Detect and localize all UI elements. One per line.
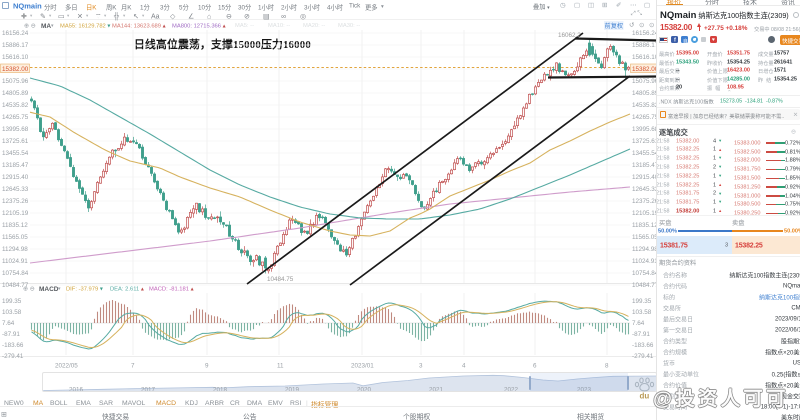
svg-text:11294.98: 11294.98 bbox=[2, 246, 28, 253]
svg-text:12375.26: 12375.26 bbox=[2, 198, 29, 205]
svg-text:16062.2: 16062.2 bbox=[558, 32, 581, 39]
svg-text:10484.77: 10484.77 bbox=[632, 282, 658, 289]
svg-text:14535.82: 14535.82 bbox=[2, 102, 29, 109]
svg-text:du: du bbox=[640, 392, 650, 401]
svg-text:14265.75: 14265.75 bbox=[632, 114, 658, 121]
svg-text:103.58: 103.58 bbox=[632, 309, 652, 316]
svg-text:13185.47: 13185.47 bbox=[632, 162, 658, 169]
svg-text:11835.12: 11835.12 bbox=[632, 222, 658, 229]
svg-text:103.58: 103.58 bbox=[2, 309, 22, 316]
svg-text:13995.68: 13995.68 bbox=[632, 126, 658, 133]
svg-text:11565.05: 11565.05 bbox=[632, 234, 658, 241]
svg-text:11024.91: 11024.91 bbox=[632, 258, 658, 265]
svg-text:14805.89: 14805.89 bbox=[632, 90, 658, 97]
svg-text:12105.19: 12105.19 bbox=[632, 210, 658, 217]
svg-text:13185.47: 13185.47 bbox=[2, 162, 29, 169]
svg-text:12645.33: 12645.33 bbox=[632, 186, 658, 193]
svg-text:199.35: 199.35 bbox=[2, 298, 22, 305]
svg-text:-87.91: -87.91 bbox=[2, 331, 20, 338]
svg-text:-183.66: -183.66 bbox=[632, 342, 654, 349]
svg-text:15075.96: 15075.96 bbox=[2, 78, 29, 85]
svg-text:13455.54: 13455.54 bbox=[632, 150, 658, 157]
svg-text:10484.77: 10484.77 bbox=[2, 282, 29, 289]
svg-text:14805.89: 14805.89 bbox=[2, 90, 29, 97]
svg-text:15382.00: 15382.00 bbox=[632, 66, 658, 73]
svg-text:16156.24: 16156.24 bbox=[632, 30, 658, 37]
svg-text:10754.84: 10754.84 bbox=[2, 270, 29, 277]
svg-text:15616.10: 15616.10 bbox=[632, 54, 658, 61]
svg-text:15382.00: 15382.00 bbox=[2, 66, 29, 73]
svg-text:15075.96: 15075.96 bbox=[632, 78, 658, 85]
svg-text:11024.91: 11024.91 bbox=[2, 258, 28, 265]
svg-text:7.64: 7.64 bbox=[2, 320, 15, 327]
svg-text:7.64: 7.64 bbox=[632, 320, 645, 327]
svg-text:-87.91: -87.91 bbox=[632, 331, 650, 338]
svg-text:13995.68: 13995.68 bbox=[2, 126, 29, 133]
svg-text:11565.05: 11565.05 bbox=[2, 234, 28, 241]
svg-text:15616.10: 15616.10 bbox=[2, 54, 29, 61]
svg-text:12915.40: 12915.40 bbox=[2, 174, 29, 181]
svg-text:-279.41: -279.41 bbox=[632, 353, 654, 358]
svg-text:-279.41: -279.41 bbox=[2, 353, 24, 358]
svg-text:199.35: 199.35 bbox=[632, 298, 652, 305]
svg-text:11835.12: 11835.12 bbox=[2, 222, 28, 229]
svg-text:16156.24: 16156.24 bbox=[2, 30, 29, 37]
svg-text:-183.66: -183.66 bbox=[2, 342, 24, 349]
svg-text:12915.40: 12915.40 bbox=[632, 174, 658, 181]
svg-text:12105.19: 12105.19 bbox=[2, 210, 29, 217]
svg-text:13725.61: 13725.61 bbox=[2, 138, 29, 145]
svg-text:12645.33: 12645.33 bbox=[2, 186, 29, 193]
svg-text:14265.75: 14265.75 bbox=[2, 114, 29, 121]
svg-text:15886.17: 15886.17 bbox=[632, 42, 658, 49]
svg-text:13455.54: 13455.54 bbox=[2, 150, 29, 157]
svg-text:12375.26: 12375.26 bbox=[632, 198, 658, 205]
svg-text:11294.98: 11294.98 bbox=[632, 246, 658, 253]
svg-text:13725.61: 13725.61 bbox=[632, 138, 658, 145]
svg-text:10754.84: 10754.84 bbox=[632, 270, 658, 277]
svg-text:14535.82: 14535.82 bbox=[632, 102, 658, 109]
svg-text:15886.17: 15886.17 bbox=[2, 42, 29, 49]
svg-text:10484.75: 10484.75 bbox=[267, 276, 294, 283]
